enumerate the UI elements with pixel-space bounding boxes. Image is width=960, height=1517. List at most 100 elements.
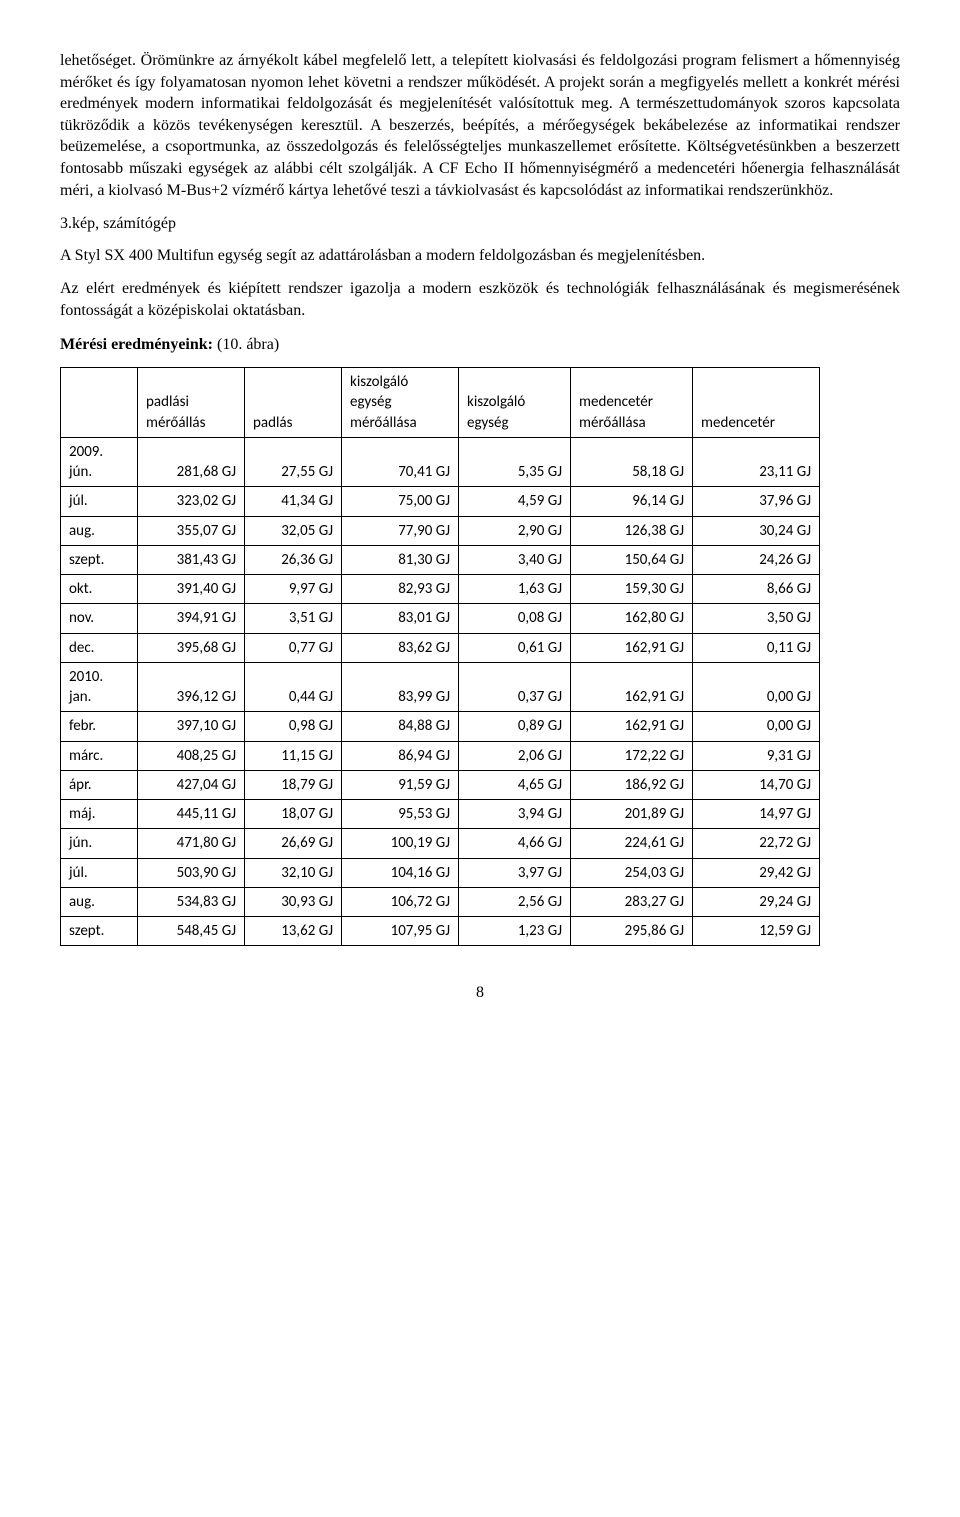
value-cell: 58,18 GJ	[571, 437, 693, 487]
value-cell: 254,03 GJ	[571, 858, 693, 887]
value-cell: 503,90 GJ	[138, 858, 245, 887]
value-cell: 162,91 GJ	[571, 712, 693, 741]
value-cell: 162,80 GJ	[571, 604, 693, 633]
value-cell: 14,70 GJ	[693, 770, 820, 799]
value-cell: 8,66 GJ	[693, 575, 820, 604]
value-cell: 91,59 GJ	[342, 770, 459, 799]
value-cell: 23,11 GJ	[693, 437, 820, 487]
value-cell: 3,51 GJ	[245, 604, 342, 633]
table-row: 2010.jan.396,12 GJ0,44 GJ83,99 GJ0,37 GJ…	[61, 662, 820, 712]
value-cell: 355,07 GJ	[138, 516, 245, 545]
value-cell: 100,19 GJ	[342, 829, 459, 858]
value-cell: 26,69 GJ	[245, 829, 342, 858]
page-number: 8	[60, 982, 900, 1004]
value-cell: 395,68 GJ	[138, 633, 245, 662]
value-cell: 0,11 GJ	[693, 633, 820, 662]
value-cell: 32,05 GJ	[245, 516, 342, 545]
value-cell: 281,68 GJ	[138, 437, 245, 487]
value-cell: 394,91 GJ	[138, 604, 245, 633]
value-cell: 24,26 GJ	[693, 545, 820, 574]
value-cell: 75,00 GJ	[342, 487, 459, 516]
value-cell: 30,24 GJ	[693, 516, 820, 545]
table-row: jún.471,80 GJ26,69 GJ100,19 GJ4,66 GJ224…	[61, 829, 820, 858]
value-cell: 0,00 GJ	[693, 712, 820, 741]
month-cell: júl.	[61, 487, 138, 516]
value-cell: 86,94 GJ	[342, 741, 459, 770]
value-cell: 0,08 GJ	[459, 604, 571, 633]
body-paragraph-2: A Styl SX 400 Multifun egység segít az a…	[60, 245, 900, 267]
value-cell: 12,59 GJ	[693, 917, 820, 946]
value-cell: 2,90 GJ	[459, 516, 571, 545]
table-row: szept.381,43 GJ26,36 GJ81,30 GJ3,40 GJ15…	[61, 545, 820, 574]
month-cell: 2010.jan.	[61, 662, 138, 712]
value-cell: 2,06 GJ	[459, 741, 571, 770]
table-row: okt.391,40 GJ9,97 GJ82,93 GJ1,63 GJ159,3…	[61, 575, 820, 604]
value-cell: 397,10 GJ	[138, 712, 245, 741]
value-cell: 82,93 GJ	[342, 575, 459, 604]
value-cell: 1,23 GJ	[459, 917, 571, 946]
value-cell: 4,66 GJ	[459, 829, 571, 858]
value-cell: 29,24 GJ	[693, 887, 820, 916]
month-cell: aug.	[61, 887, 138, 916]
figure-caption: 3.kép, számítógép	[60, 213, 900, 235]
value-cell: 95,53 GJ	[342, 800, 459, 829]
value-cell: 14,97 GJ	[693, 800, 820, 829]
table-header-cell: padlás	[245, 368, 342, 438]
value-cell: 471,80 GJ	[138, 829, 245, 858]
value-cell: 29,42 GJ	[693, 858, 820, 887]
table-row: júl.503,90 GJ32,10 GJ104,16 GJ3,97 GJ254…	[61, 858, 820, 887]
value-cell: 172,22 GJ	[571, 741, 693, 770]
table-row: febr.397,10 GJ0,98 GJ84,88 GJ0,89 GJ162,…	[61, 712, 820, 741]
value-cell: 0,37 GJ	[459, 662, 571, 712]
month-cell: máj.	[61, 800, 138, 829]
value-cell: 81,30 GJ	[342, 545, 459, 574]
value-cell: 126,38 GJ	[571, 516, 693, 545]
value-cell: 0,77 GJ	[245, 633, 342, 662]
table-header-cell	[61, 368, 138, 438]
month-cell: dec.	[61, 633, 138, 662]
value-cell: 18,07 GJ	[245, 800, 342, 829]
value-cell: 13,62 GJ	[245, 917, 342, 946]
value-cell: 201,89 GJ	[571, 800, 693, 829]
value-cell: 283,27 GJ	[571, 887, 693, 916]
value-cell: 26,36 GJ	[245, 545, 342, 574]
value-cell: 27,55 GJ	[245, 437, 342, 487]
value-cell: 84,88 GJ	[342, 712, 459, 741]
month-cell: 2009.jún.	[61, 437, 138, 487]
table-row: ápr.427,04 GJ18,79 GJ91,59 GJ4,65 GJ186,…	[61, 770, 820, 799]
table-header-cell: medencetér	[693, 368, 820, 438]
table-row: aug.534,83 GJ30,93 GJ106,72 GJ2,56 GJ283…	[61, 887, 820, 916]
value-cell: 77,90 GJ	[342, 516, 459, 545]
value-cell: 41,34 GJ	[245, 487, 342, 516]
value-cell: 4,65 GJ	[459, 770, 571, 799]
body-paragraph-3: Az elért eredmények és kiépített rendsze…	[60, 278, 900, 321]
value-cell: 224,61 GJ	[571, 829, 693, 858]
value-cell: 107,95 GJ	[342, 917, 459, 946]
value-cell: 106,72 GJ	[342, 887, 459, 916]
table-header-cell: padlási mérőállás	[138, 368, 245, 438]
table-header-cell: medencetér mérőállása	[571, 368, 693, 438]
table-row: 2009.jún.281,68 GJ27,55 GJ70,41 GJ5,35 G…	[61, 437, 820, 487]
results-heading-bold: Mérési eredményeink:	[60, 336, 213, 353]
month-cell: szept.	[61, 545, 138, 574]
value-cell: 22,72 GJ	[693, 829, 820, 858]
value-cell: 96,14 GJ	[571, 487, 693, 516]
value-cell: 70,41 GJ	[342, 437, 459, 487]
value-cell: 186,92 GJ	[571, 770, 693, 799]
value-cell: 3,94 GJ	[459, 800, 571, 829]
measurement-table: padlási mérőálláspadláskiszolgáló egység…	[60, 367, 820, 946]
value-cell: 32,10 GJ	[245, 858, 342, 887]
results-heading-suffix: (10. ábra)	[213, 336, 279, 353]
table-row: aug.355,07 GJ32,05 GJ77,90 GJ2,90 GJ126,…	[61, 516, 820, 545]
value-cell: 18,79 GJ	[245, 770, 342, 799]
table-header: padlási mérőálláspadláskiszolgáló egység…	[61, 368, 820, 438]
value-cell: 3,50 GJ	[693, 604, 820, 633]
value-cell: 548,45 GJ	[138, 917, 245, 946]
month-cell: szept.	[61, 917, 138, 946]
month-cell: márc.	[61, 741, 138, 770]
value-cell: 30,93 GJ	[245, 887, 342, 916]
table-row: szept.548,45 GJ13,62 GJ107,95 GJ1,23 GJ2…	[61, 917, 820, 946]
table-row: máj.445,11 GJ18,07 GJ95,53 GJ3,94 GJ201,…	[61, 800, 820, 829]
value-cell: 104,16 GJ	[342, 858, 459, 887]
value-cell: 0,00 GJ	[693, 662, 820, 712]
